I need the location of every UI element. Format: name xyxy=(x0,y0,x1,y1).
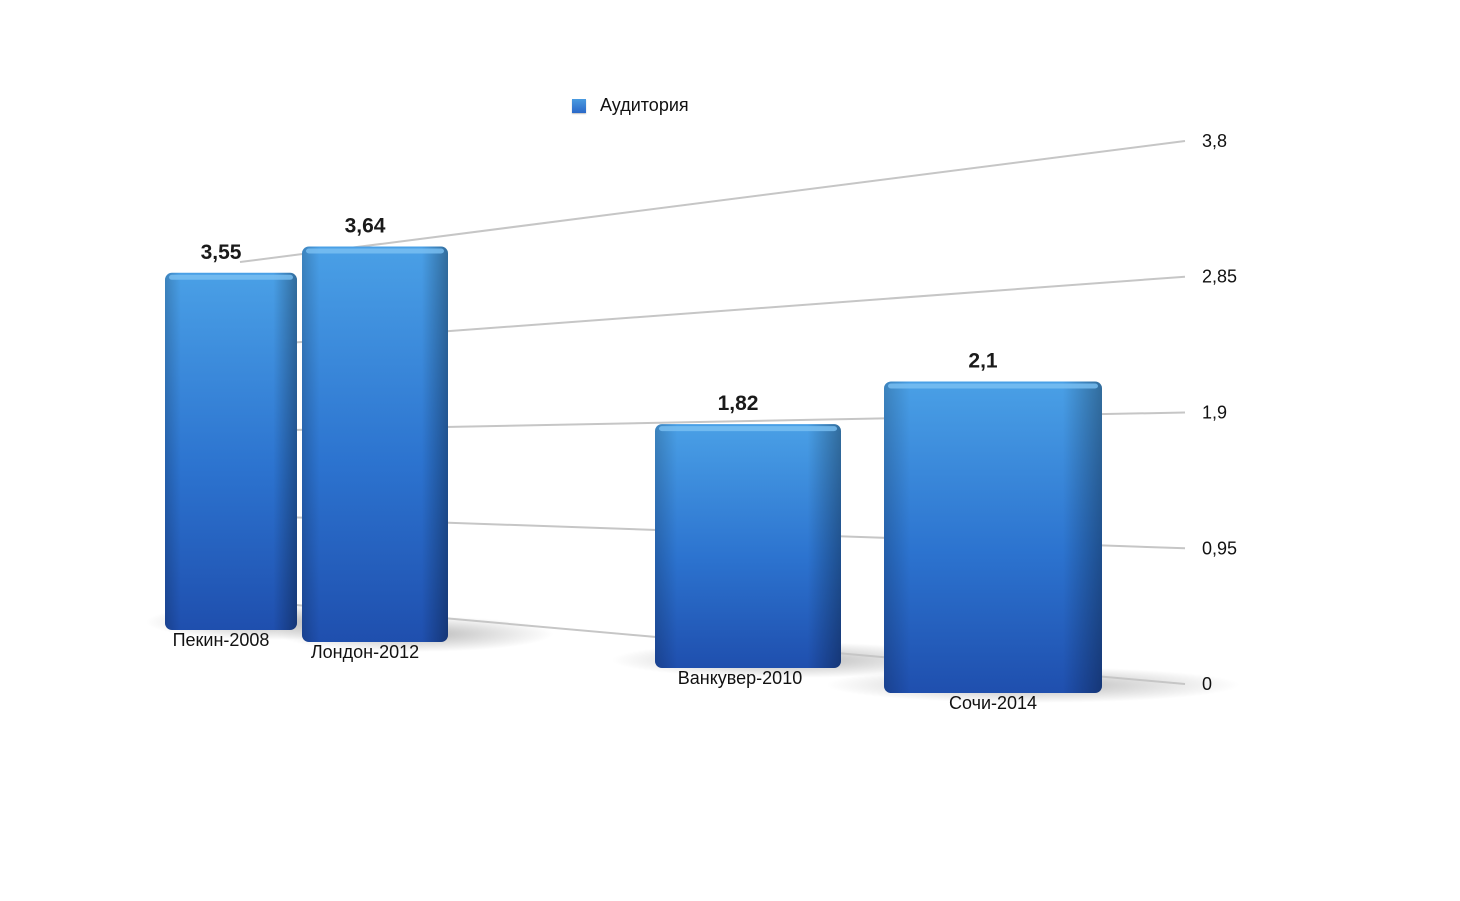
bar-highlight xyxy=(306,248,444,254)
legend-label-audience: Аудитория xyxy=(600,95,689,115)
category-label: Ванкувер-2010 xyxy=(678,668,802,688)
legend: Аудитория xyxy=(572,95,689,116)
value-label: 3,64 xyxy=(345,215,386,238)
gridline xyxy=(239,140,1186,263)
y-tick-label: 3,8 xyxy=(1202,131,1227,151)
legend-swatch-audience xyxy=(572,98,586,113)
category-label: Лондон-2012 xyxy=(311,642,419,662)
bar-shading xyxy=(884,381,1102,693)
value-label: 3,55 xyxy=(201,241,242,264)
bar-shading xyxy=(655,424,841,668)
bar-shading xyxy=(302,246,448,642)
bar-highlight xyxy=(659,426,837,432)
y-tick-label: 2,85 xyxy=(1202,267,1237,287)
y-tick-label: 0 xyxy=(1202,674,1212,694)
bar-highlight xyxy=(888,383,1098,389)
bar-highlight xyxy=(169,274,293,280)
category-label: Сочи-2014 xyxy=(949,693,1037,713)
value-label: 1,82 xyxy=(718,392,759,415)
y-tick-label: 0,95 xyxy=(1202,538,1237,558)
labels: 0 0,95 1,9 2,85 3,8 3,55 Пекин-2008 3,64 Лондон-… xyxy=(173,131,1237,713)
bar-shading xyxy=(165,272,297,630)
bars xyxy=(165,246,1102,693)
category-label: Пекин-2008 xyxy=(173,630,270,650)
y-tick-label: 1,9 xyxy=(1202,403,1227,423)
value-label: 2,1 xyxy=(968,350,998,373)
